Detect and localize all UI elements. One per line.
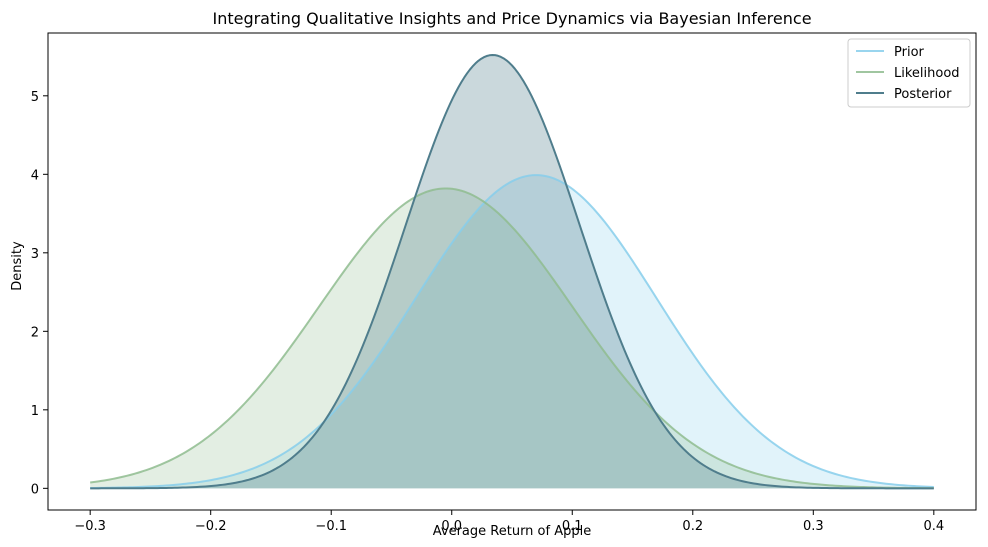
x-tick-label: 0.0 [441, 519, 462, 534]
y-tick-label: 3 [31, 247, 39, 262]
legend-label-likelihood: Likelihood [894, 66, 960, 81]
legend-label-posterior: Posterior [894, 87, 952, 102]
series-line-likelihood [90, 187, 934, 490]
y-axis-label: Density [10, 241, 25, 291]
chart-title: Integrating Qualitative Insights and Pri… [212, 9, 811, 28]
legend-box [847, 38, 971, 108]
series-fills [90, 54, 934, 489]
series-line-prior [90, 174, 934, 489]
y-tick-label: 1 [31, 404, 39, 419]
y-tick-label: 5 [31, 90, 39, 105]
x-tick-label: 0.3 [803, 519, 824, 534]
series-line-posterior [90, 53, 934, 490]
x-tick-label: 0.2 [682, 519, 703, 534]
x-tick-label: 0.1 [562, 519, 583, 534]
y-axis: 0 1 2 3 4 5 [31, 90, 48, 497]
y-tick-label: 2 [31, 325, 39, 340]
x-tick-label: −0.2 [195, 519, 227, 534]
series-fill-prior [90, 175, 934, 489]
x-tick-label: −0.3 [74, 519, 106, 534]
legend: Prior Likelihood Posterior [847, 38, 971, 108]
y-tick-label: 0 [31, 482, 39, 497]
x-tick-label: −0.1 [315, 519, 347, 534]
plot-area [90, 53, 934, 490]
legend-items: Prior Likelihood Posterior [856, 45, 960, 102]
x-axis-label: Average Return of Apple [433, 524, 591, 539]
legend-label-prior: Prior [894, 45, 925, 60]
series-lines [90, 53, 934, 490]
x-tick-label: 0.4 [923, 519, 944, 534]
x-axis: −0.3 −0.2 −0.1 0.0 0.1 0.2 0.3 0.4 [74, 510, 944, 534]
plot-frame [47, 32, 977, 511]
series-fill-posterior [90, 54, 934, 489]
y-tick-label: 4 [31, 168, 39, 183]
series-fill-likelihood [90, 188, 934, 489]
